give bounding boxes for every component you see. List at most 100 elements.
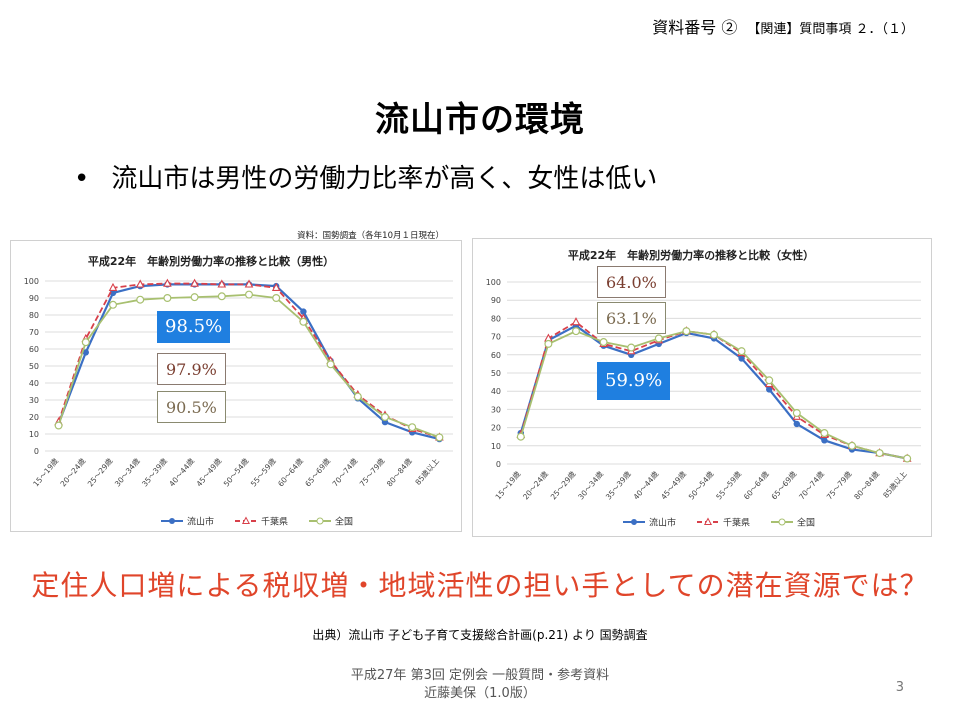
x-tick-label: 65～69歳 (303, 455, 333, 488)
data-point-national (792, 409, 801, 418)
data-point-national (848, 441, 857, 450)
x-tick-label: 40～44歳 (167, 455, 197, 488)
data-point-national (163, 293, 172, 302)
footer: 平成27年 第3回 定例会 一般質問・参考資料 近藤美保（1.0版） (0, 667, 960, 703)
data-point-national (682, 327, 691, 336)
document-reference: 資料番号 ② 【関連】質問事項 ２．（１） (652, 14, 914, 38)
data-point-national (136, 295, 145, 304)
data-point-national (353, 392, 362, 401)
data-point-national (737, 347, 746, 356)
callout-male-national: 90.5% (157, 391, 226, 423)
legend-label: 全国 (797, 517, 815, 529)
legend-label: 千葉県 (261, 516, 288, 528)
data-point-national (875, 449, 884, 458)
series-line-1 (519, 324, 908, 460)
x-tick-label: 25～29歳 (548, 468, 578, 501)
data-point-national (245, 290, 254, 299)
page-number: 3 (895, 680, 904, 695)
legend-label: 流山市 (649, 517, 676, 529)
legend-marker (631, 519, 637, 525)
data-point-nagareyama (766, 386, 773, 393)
data-point-nagareyama (738, 355, 745, 362)
x-tick-label: 55～59歳 (714, 468, 744, 501)
legend-marker (241, 516, 251, 524)
y-tick-label: 40 (491, 387, 501, 396)
callout-male-nagareyama: 98.5% (157, 311, 231, 343)
y-tick-label: 30 (491, 405, 501, 414)
data-point-nagareyama (82, 349, 90, 356)
x-tick-label: 85歳以上 (413, 455, 442, 486)
y-tick-label: 80 (491, 314, 501, 323)
callout-female-nagareyama: 59.9% (597, 362, 671, 400)
data-point-national (381, 413, 390, 422)
data-point-chiba (244, 279, 254, 288)
data-point-chiba (571, 317, 581, 326)
y-tick-label: 0 (496, 460, 501, 469)
x-tick-label: 60～64歳 (275, 455, 305, 488)
y-tick-label: 40 (29, 379, 39, 388)
legend-marker (316, 517, 324, 525)
x-tick-label: 15～19歳 (31, 455, 61, 488)
callout-male-chiba: 97.9% (157, 353, 226, 385)
data-point-chiba (190, 278, 199, 287)
y-tick-label: 60 (491, 351, 501, 360)
data-point-chiba (271, 282, 281, 291)
x-tick-label: 50～54歳 (686, 468, 716, 501)
legend-label: 千葉県 (723, 517, 750, 529)
y-tick-label: 80 (29, 311, 39, 320)
y-tick-label: 20 (29, 413, 39, 422)
y-tick-label: 60 (29, 345, 39, 354)
x-tick-label: 70～74歳 (796, 468, 826, 501)
chart-female: 平成22年 年齢別労働力率の推移と比較（女性） 0 10 20 30 40 50 60 70 80… (472, 238, 932, 537)
data-point-national (108, 300, 117, 309)
x-tick-label: 20～24歳 (58, 455, 88, 488)
x-tick-label: 15～19歳 (493, 468, 523, 501)
data-point-national (299, 317, 308, 326)
data-point-national (408, 423, 417, 432)
y-tick-label: 100 (486, 278, 501, 287)
series-line-3 (519, 330, 908, 460)
data-point-national (272, 293, 281, 302)
bullet-text: 流山市は男性の労働力比率が高く、女性は低い (111, 164, 658, 194)
footer-line1: 平成27年 第3回 定例会 一般質問・参考資料 (350, 668, 610, 683)
legend-marker (778, 518, 786, 526)
legend-label: 流山市 (187, 516, 214, 528)
x-tick-label: 85歳以上 (880, 468, 909, 499)
data-point-nagareyama (109, 289, 117, 297)
data-point-nagareyama (821, 437, 828, 444)
y-tick-label: 10 (491, 442, 501, 451)
y-tick-label: 50 (29, 362, 39, 371)
y-tick-label: 10 (29, 430, 39, 439)
data-point-national (217, 292, 226, 301)
data-point-national (326, 360, 335, 369)
x-tick-label: 45～49歳 (194, 455, 224, 488)
x-tick-label: 75～79歳 (824, 468, 854, 501)
y-tick-label: 70 (491, 333, 501, 342)
x-tick-label: 30～34歳 (576, 468, 606, 501)
x-tick-label: 80～84歳 (852, 468, 882, 501)
bullet-point: • 流山市は男性の労働力比率が高く、女性は低い (74, 158, 657, 195)
x-tick-label: 60～64歳 (741, 468, 771, 501)
x-tick-label: 20～24歳 (520, 468, 550, 501)
data-point-national (765, 376, 774, 385)
data-point-chiba (108, 282, 118, 291)
data-point-national (710, 330, 719, 339)
headline-question: 定住人口増による税収増・地域活性の担い手としての潜在資源では？ (31, 569, 929, 602)
legend-marker (703, 517, 713, 525)
data-point-national (571, 327, 580, 336)
source-note: 出典）流山市 子ども子育て支援総合計画(p.21) より 国勢調査 (312, 628, 648, 642)
data-point-chiba (135, 279, 145, 288)
data-point-national (54, 421, 63, 430)
data-point-national (544, 339, 553, 348)
data-point-national (654, 334, 663, 343)
x-tick-label: 35～39歳 (139, 455, 169, 488)
chart-female-svg: 平成22年 年齢別労働力率の推移と比較（女性） 0 10 20 30 40 50 60 70 80… (486, 248, 921, 529)
chart-source-label: 資料：国勢調査（各年10月１日現在） (297, 230, 444, 241)
data-point-national (820, 429, 829, 438)
y-tick-label: 20 (491, 424, 501, 433)
data-point-national (190, 293, 199, 302)
doc-ref-main: 資料番号 ② (652, 18, 738, 37)
data-point-national (516, 432, 525, 441)
footer-line2: 近藤美保（1.0版） (424, 686, 536, 701)
y-tick-label: 30 (29, 396, 39, 405)
